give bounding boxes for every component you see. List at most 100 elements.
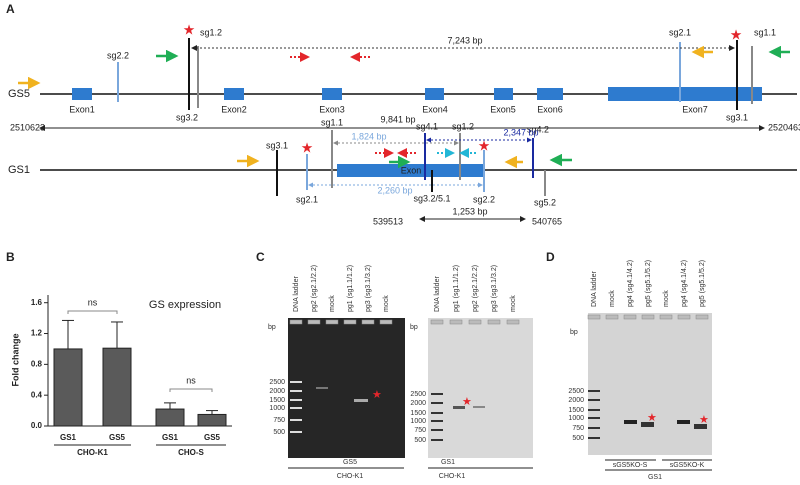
group-label: sGS5KO-S [613,462,648,469]
y-tick-label: 0.4 [31,390,43,399]
coordinate: 539513 [373,216,403,226]
exon-label: Exon5 [490,104,516,114]
bar [102,347,132,427]
target-label: GS5 [343,459,357,466]
length-label: 9,841 bp [380,114,415,124]
y-tick-label: 1.2 [31,329,43,338]
gene-name: GS1 [8,164,30,176]
ladder-band [431,439,443,441]
gel: bp ★ GS1 CHO-K1 DNA ladder pg1 (sg1.1/1.2… [410,265,533,480]
ladder-band [588,417,600,419]
ladder-band [290,419,302,421]
sgrna-label: sg3.2 [176,112,198,122]
coordinate: 2510623 [10,122,45,132]
sgrna-label: sg4.1 [416,121,438,131]
well [307,319,321,325]
size-label: 1000 [568,415,584,422]
size-label: 2000 [410,400,426,407]
sgrna-label: sg2.1 [296,194,318,204]
panel-label: C [256,250,265,264]
well [506,319,520,325]
bar-chart: GS expression Fold change 0.0 0.4 0.8 1.2 1.… [10,295,232,457]
size-label: 2000 [568,397,584,404]
ladder-band [431,420,443,422]
bar [197,413,227,427]
lane-label: DNA ladder [591,271,598,307]
unit-label: bp [570,329,578,336]
size-label: 750 [273,417,285,424]
lane-label: pg4 (sg4.1/4.2) [627,260,634,307]
panel-label: A [6,2,15,16]
panel-label: D [546,250,555,264]
well [343,319,357,325]
svg-text:★: ★ [730,27,743,43]
sgrna-label: sg1.1 [754,27,776,37]
size-label: 500 [414,437,426,444]
exon-label: Exon4 [422,104,448,114]
distance-label: 7,243 bp [447,35,482,45]
gs1-map: GS1 Exon sg3.1 ★ sg2.1 sg1.1 sg4.1 sg1.2… [8,117,797,226]
cell-line-label: CHO-K1 [439,473,466,480]
lane-label: pg5 (sg5.1/5.2) [645,260,652,307]
svg-text:★: ★ [699,414,709,426]
exon-label: Exon2 [221,104,247,114]
well [325,319,339,325]
size-label: 2500 [410,391,426,398]
well [641,314,655,320]
chart-title: GS expression [149,299,221,311]
ladder-band [431,393,443,395]
sgrna-label: sg3.1 [266,140,288,150]
x-tick-label: GS5 [109,433,126,442]
well [623,314,637,320]
length-label: 1,253 bp [452,206,487,216]
sgrna-label: sg4.2 [527,124,549,134]
well [379,319,393,325]
lane-label: mock [383,295,390,312]
y-tick-label: 0.0 [31,421,43,430]
significance-bracket [169,388,213,392]
ladder-band [588,427,600,429]
svg-text:★: ★ [301,140,314,156]
bar [155,408,185,427]
size-label: 1500 [410,410,426,417]
svg-text:★: ★ [647,412,657,424]
coordinate: 2520463 [768,122,800,132]
lane-label: pg2 (sg2.1/2.2) [311,265,318,312]
annotation: ns [88,297,98,307]
ladder-band [588,409,600,411]
distance-label: 1,824 bp [351,131,386,141]
well [361,319,375,325]
unit-label: bp [410,324,418,331]
ladder-band [431,412,443,414]
size-label: 1000 [269,405,285,412]
y-tick-label: 0.8 [31,359,43,368]
group-label: CHO-S [178,448,204,457]
size-label: 2500 [269,379,285,386]
size-label: 1500 [269,397,285,404]
y-tick-label: 1.6 [31,298,43,307]
coordinate: 540765 [532,216,562,226]
exon-label: Exon7 [682,104,708,114]
ladder-band [290,431,302,433]
ladder-band [588,437,600,439]
sgrna-label: sg1.1 [321,117,343,127]
well [695,314,709,320]
well [289,319,303,325]
ladder-band [588,390,600,392]
well [430,319,444,325]
panel-label: B [6,250,15,264]
size-label: 2000 [269,388,285,395]
lane-label: pg1 (sg1.1/1.2) [453,265,460,312]
lane-label: pg3 (sg3.1/3.2) [365,265,372,312]
gene-name: GS5 [8,88,30,100]
lane-label: pg4 (sg4.1/4.2) [681,260,688,307]
well [487,319,501,325]
lane-label: mock [609,290,616,307]
ladder-band [431,402,443,404]
well [449,319,463,325]
sgrna-label: sg3.1 [726,112,748,122]
gel: bp ★ GS5 CHO-K1 DNA ladder pg2 (sg2.1/2.2… [268,265,405,480]
svg-text:★: ★ [462,396,472,408]
size-label: 1000 [410,418,426,425]
